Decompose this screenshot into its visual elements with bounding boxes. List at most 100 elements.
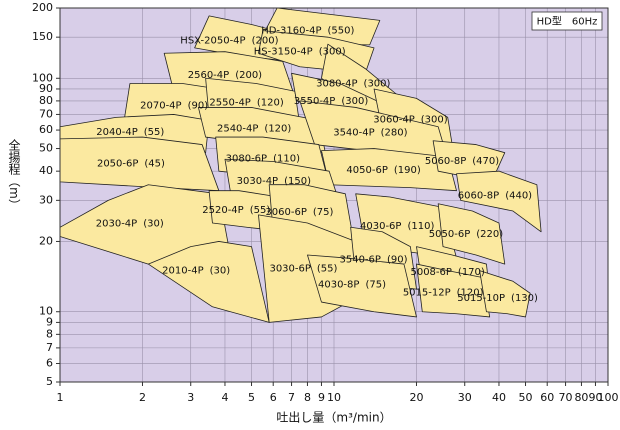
x-tick-label: 2 [139, 391, 146, 404]
region-name: 5015-12P [403, 287, 451, 298]
region-name: 4030-6P [360, 221, 401, 232]
x-tick-label: 50 [519, 391, 533, 404]
region-name: 3060-4P [373, 115, 414, 126]
x-tick-label: 7 [288, 391, 295, 404]
region-name: 2560-4P [188, 70, 229, 81]
region-name: 5008-6P [410, 267, 451, 278]
y-tick-label: 90 [39, 82, 53, 95]
region [456, 170, 542, 233]
region-power: (55) [250, 205, 271, 216]
region-power: (90) [387, 255, 408, 266]
x-tick-label: 5 [248, 391, 255, 404]
y-tick-label: 150 [32, 30, 53, 43]
region-name: 3540-4P [333, 127, 374, 138]
y-tick-label: 40 [39, 164, 53, 177]
x-tick-label: 90 [588, 391, 602, 404]
y-tick-label: 200 [32, 1, 53, 14]
region [479, 270, 531, 318]
regions [60, 8, 542, 323]
y-axis-label: 全揚程（m） [7, 138, 21, 211]
y-tick-label: 8 [46, 327, 53, 340]
region-name: 2520-4P [202, 205, 243, 216]
y-tick-label: 80 [39, 94, 53, 107]
y-tick-label: 6 [46, 357, 53, 370]
region-power: (110) [407, 221, 434, 232]
x-tick-label: 40 [492, 391, 506, 404]
region-name: 3060-6P [265, 207, 306, 218]
x-tick-label: 3 [187, 391, 194, 404]
region-power: (200) [235, 70, 262, 81]
region-name: 4050-6P [346, 165, 387, 176]
x-tick-label: 8 [304, 391, 311, 404]
region-power: (120) [457, 287, 484, 298]
region-power: (120) [264, 123, 291, 134]
y-tick-label: 50 [39, 142, 53, 155]
region-name: 3550-4P [294, 96, 335, 107]
region-power: (150) [284, 176, 311, 187]
y-tick-label: 7 [46, 341, 53, 354]
ticks: 1 2 3 4 5 6 7 8 9 10 20 30 40 50 60 70 80 901005678910203… [32, 1, 619, 404]
region-power: (110) [273, 153, 300, 164]
region-power: (300) [421, 115, 448, 126]
region-name: 2550-4P [209, 98, 250, 109]
region-name: 2070-4P [140, 101, 181, 112]
region-labels: HSX-2050-4P (200)HD-3160-4P (550)HS-3150-4… [96, 26, 538, 304]
region-power: (30) [143, 219, 164, 230]
region-power: (440) [505, 190, 532, 201]
region-name: 5015-10P [457, 293, 505, 304]
region-power: (300) [319, 47, 346, 58]
region [437, 203, 506, 265]
y-tick-label: 5 [46, 375, 53, 388]
x-tick-label: 4 [221, 391, 228, 404]
region-name: 4030-8P [318, 280, 359, 291]
x-tick-label: 100 [598, 391, 619, 404]
region [307, 254, 417, 318]
x-tick-label: 20 [409, 391, 423, 404]
region [147, 241, 270, 323]
region-name: 5060-8P [425, 156, 466, 167]
region-power: (300) [341, 96, 368, 107]
badge-box [531, 11, 603, 31]
region-power: (200) [252, 35, 279, 46]
region-power: (75) [365, 280, 386, 291]
x-tick-label: 10 [327, 391, 341, 404]
region-name: 2540-4P [217, 123, 258, 134]
region-name: HD-3160-4P [261, 26, 321, 37]
region-power: (170) [458, 267, 485, 278]
region-name: 2030-4P [96, 219, 137, 230]
region-name: HS-3150-4P [254, 47, 313, 58]
region-power: (75) [313, 207, 334, 218]
region-power: (30) [210, 265, 231, 276]
y-tick-label: 20 [39, 234, 53, 247]
x-tick-label: 1 [57, 391, 64, 404]
region-name: 3080-4P [316, 79, 357, 90]
region-name: 2010-4P [162, 265, 203, 276]
region-power: (55) [144, 127, 165, 138]
x-tick-label: 9 [318, 391, 325, 404]
region-power: (55) [317, 264, 338, 275]
x-tick-label: 80 [574, 391, 588, 404]
x-tick-label: 6 [270, 391, 277, 404]
region-power: (45) [144, 158, 165, 169]
region-power: (190) [394, 165, 421, 176]
region-name: 2050-6P [97, 158, 138, 169]
region-power: (280) [381, 127, 408, 138]
region [60, 136, 220, 192]
y-tick-label: 9 [46, 315, 53, 328]
y-tick-label: 60 [39, 123, 53, 136]
y-tick-label: 10 [39, 305, 53, 318]
region [60, 184, 232, 265]
region-name: 2040-4P [96, 127, 137, 138]
region-name: 3030-4P [237, 176, 278, 187]
region-power: (300) [364, 79, 391, 90]
region-power: (550) [327, 26, 354, 37]
region-name: HSX-2050-4P [180, 35, 245, 46]
region-name: 5050-6P [429, 229, 470, 240]
x-tick-label: 70 [559, 391, 573, 404]
y-tick-label: 70 [39, 107, 53, 120]
region-power: (220) [476, 229, 503, 240]
region-power: (470) [472, 156, 499, 167]
region-name: 3080-6P [226, 153, 267, 164]
y-tick-label: 100 [32, 71, 53, 84]
